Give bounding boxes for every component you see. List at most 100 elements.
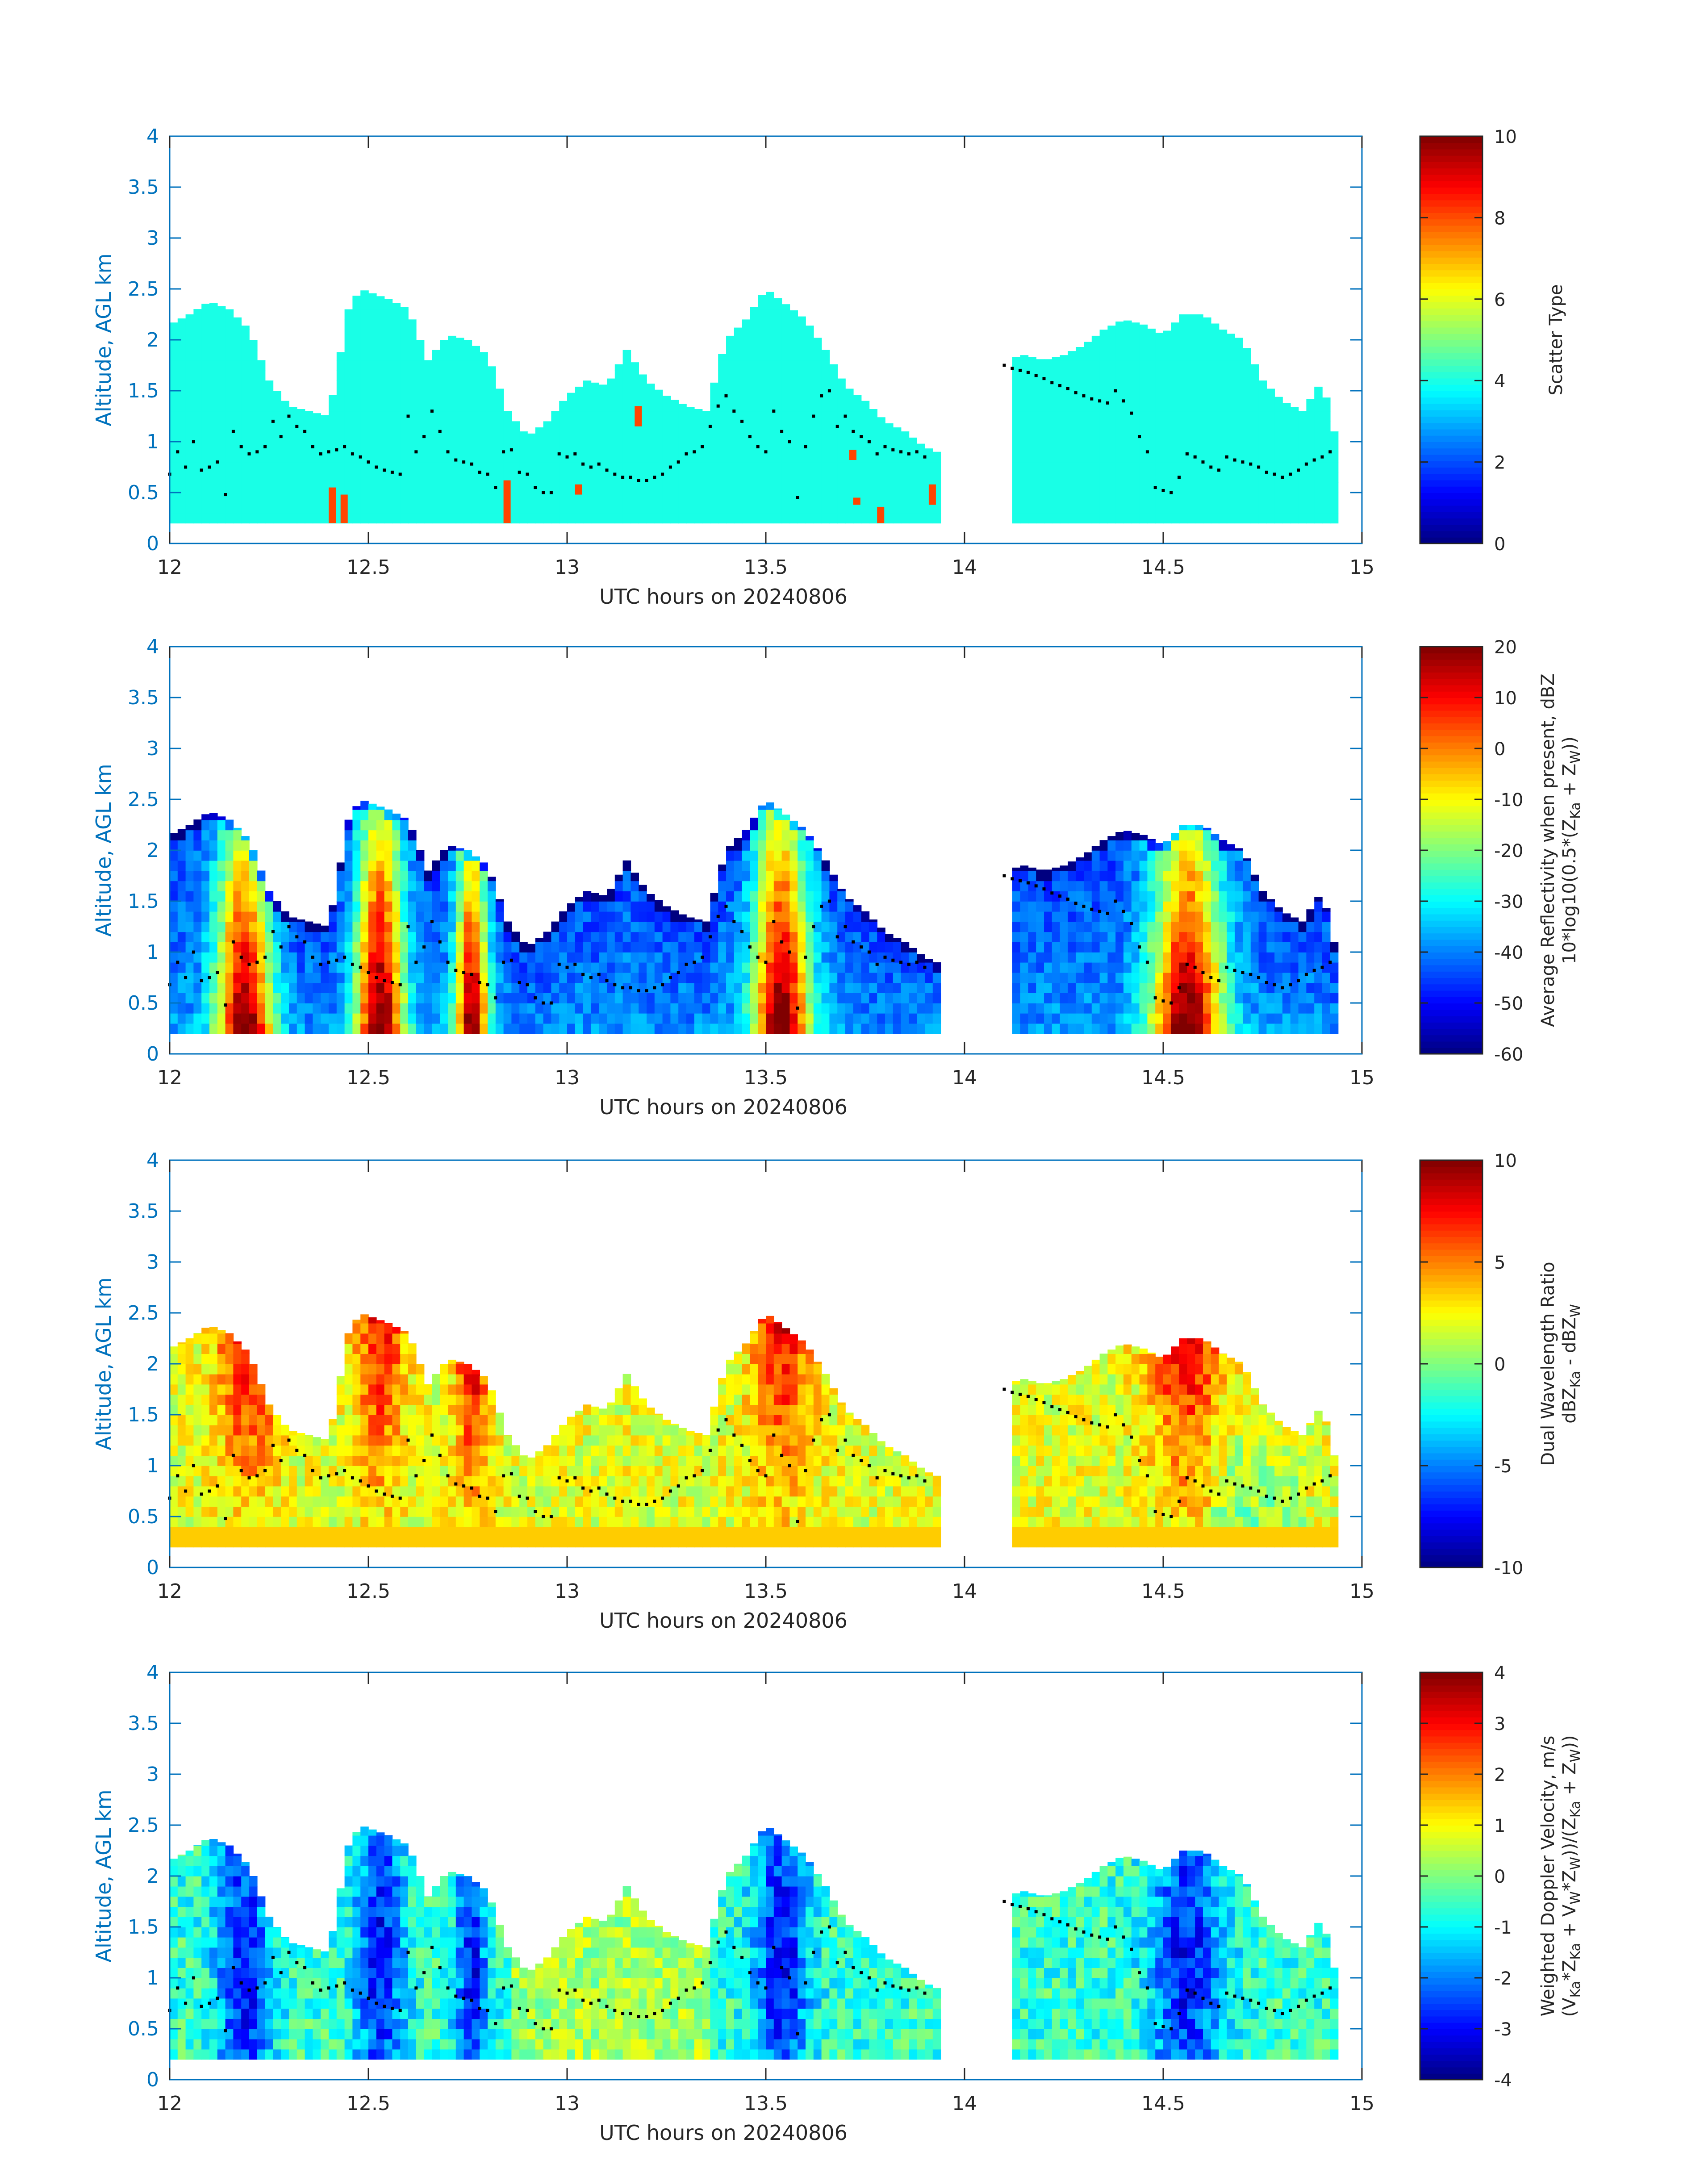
heatmap-cell [551, 1013, 560, 1024]
heatmap-cell [1171, 431, 1180, 442]
heatmap-cell [1060, 451, 1069, 463]
colorbar-segment [1420, 524, 1482, 531]
heatmap-cell [321, 472, 329, 483]
heatmap-cell [360, 819, 369, 831]
heatmap-cell [1211, 952, 1219, 963]
heatmap-cell [813, 860, 822, 871]
heatmap-cell [1219, 493, 1228, 503]
heatmap-cell [1274, 993, 1283, 1003]
marker-dot [1098, 910, 1102, 913]
heatmap-cell [448, 921, 456, 932]
heatmap-cell [789, 942, 798, 953]
heatmap-cell [710, 982, 718, 993]
heatmap-cell [217, 870, 226, 882]
heatmap-cell [1179, 451, 1188, 463]
heatmap-cell [360, 921, 369, 932]
heatmap-cell [424, 1003, 433, 1014]
heatmap-cell [265, 472, 274, 483]
marker-dot [295, 935, 299, 939]
heatmap-cell [734, 952, 743, 963]
heatmap-cell [241, 451, 250, 463]
heatmap-cell [1250, 462, 1259, 473]
heatmap-cell [622, 921, 631, 932]
heatmap-cell [1123, 1003, 1132, 1014]
heatmap-cell [336, 901, 345, 912]
heatmap-cell [853, 482, 862, 493]
heatmap-cell [1187, 860, 1195, 871]
heatmap-cell [511, 482, 520, 493]
heatmap-cell [932, 982, 941, 993]
heatmap-cell [201, 891, 210, 902]
heatmap-cell [789, 401, 798, 412]
heatmap-cell [424, 472, 433, 483]
heatmap-cell [400, 340, 409, 351]
heatmap-cell [1012, 513, 1021, 524]
heatmap-cell [1306, 421, 1315, 432]
heatmap-cell [710, 513, 718, 524]
marker-dot [1249, 973, 1253, 976]
heatmap-cell [1187, 360, 1195, 371]
heatmap-cell [225, 472, 234, 483]
heatmap-cell [265, 451, 274, 463]
heatmap-cell [296, 502, 305, 514]
heatmap-cell [352, 296, 361, 300]
heatmap-cell [408, 942, 417, 953]
heatmap-cell [424, 360, 433, 361]
heatmap-cell [909, 948, 917, 953]
heatmap-cell [241, 901, 250, 912]
heatmap-cell [686, 462, 695, 473]
heatmap-cell [305, 442, 313, 452]
heatmap-cell [1179, 472, 1188, 483]
heatmap-cell [225, 513, 234, 524]
heatmap-cell [360, 350, 369, 361]
heatmap-cell [742, 482, 751, 493]
heatmap-cell [488, 493, 496, 503]
heatmap-cell [448, 411, 456, 422]
colorbar-segment [1420, 308, 1482, 315]
heatmap-cell [670, 921, 679, 932]
heatmap-cell [1147, 1003, 1156, 1014]
heatmap-cell [742, 330, 751, 340]
heatmap-cell [678, 451, 687, 463]
heatmap-cell [273, 1013, 281, 1024]
heatmap-cell [352, 462, 361, 473]
heatmap-cell [1298, 462, 1307, 473]
heatmap-cell [567, 442, 576, 452]
heatmap-cell [1266, 513, 1275, 524]
heatmap-cell [758, 360, 766, 371]
marker-dot [422, 435, 426, 439]
heatmap-cell [1243, 451, 1251, 463]
heatmap-cell [901, 972, 910, 983]
heatmap-cell [1243, 891, 1251, 902]
heatmap-cell [1163, 982, 1172, 993]
marker-dot [255, 961, 259, 964]
heatmap-cell [1290, 1003, 1299, 1014]
heatmap-cell [424, 360, 433, 371]
heatmap-cell [1298, 952, 1307, 963]
heatmap-cell [1187, 901, 1195, 912]
heatmap-cell [1068, 513, 1076, 524]
heatmap-cell [1274, 442, 1283, 452]
heatmap-cell [766, 881, 774, 891]
marker-dot [613, 472, 617, 476]
heatmap-cell [742, 340, 751, 351]
heatmap-cell [639, 502, 647, 514]
heatmap-cell [1060, 962, 1069, 973]
heatmap-cell [1163, 870, 1172, 882]
heatmap-cell [806, 370, 814, 381]
heatmap-cell [654, 952, 663, 963]
heatmap-cell [344, 881, 353, 891]
marker-dot [478, 470, 481, 474]
heatmap-cell [1235, 891, 1243, 902]
heatmap-cell [392, 391, 401, 401]
heatmap-cell [750, 451, 758, 463]
heatmap-cell [472, 462, 480, 473]
heatmap-cell [1147, 411, 1156, 422]
heatmap-cell [376, 411, 385, 422]
heatmap-cell [305, 513, 313, 524]
heatmap-cell [336, 360, 345, 371]
heatmap-cell [170, 322, 178, 330]
heatmap-cell [201, 482, 210, 493]
heatmap-cell [670, 400, 679, 401]
heatmap-cell [1147, 1013, 1156, 1024]
